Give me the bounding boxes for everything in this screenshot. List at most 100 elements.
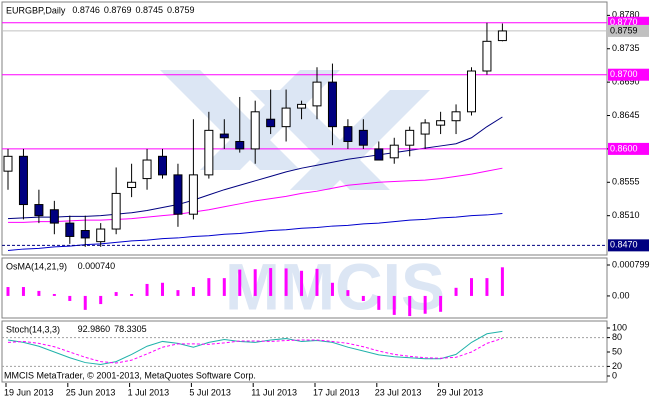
candle-body <box>405 129 415 146</box>
readout-value: 0.000740 <box>78 261 116 271</box>
histogram-bar <box>99 295 103 305</box>
histogram-bar <box>439 295 443 312</box>
level-label: 0.8759 <box>610 25 638 35</box>
candle-body <box>127 181 137 188</box>
level-label: 0.8470 <box>610 240 638 250</box>
histogram-bar <box>145 283 149 296</box>
histogram-bar <box>300 270 304 296</box>
y-tick-label: 100 <box>612 322 627 332</box>
y-tick-label: 50 <box>612 346 622 356</box>
candle-body <box>158 155 167 176</box>
panel-title: Stoch(14,3,3) <box>6 324 60 334</box>
level-label-box <box>608 239 649 252</box>
candle-body <box>3 155 13 172</box>
readout-value: 0.8769 <box>104 5 132 15</box>
x-tick-label: 1 Jul 2013 <box>128 387 170 397</box>
y-tick-label: 0.000799 <box>612 259 650 269</box>
histogram-bar <box>176 290 180 296</box>
y-tick-label: 0.00 <box>612 290 630 300</box>
histogram-bar <box>161 282 164 296</box>
y-tick-label: 80 <box>612 332 622 342</box>
level-label: 0.8700 <box>610 69 638 79</box>
level-label: 0.8770 <box>610 17 638 27</box>
histogram-bar <box>222 278 226 296</box>
candle-body <box>96 228 106 243</box>
level-label-box <box>608 142 649 155</box>
histogram-bar <box>392 295 396 315</box>
x-tick-label: 29 Jul 2013 <box>437 387 484 397</box>
histogram-bar <box>21 287 25 296</box>
x-tick-label: 11 Jul 2013 <box>251 387 297 397</box>
watermark: MMCIS <box>225 249 445 323</box>
level-label-box <box>608 24 649 37</box>
footer: MMCIS MetaTrader, © 2001-2013, MetaQuote… <box>4 370 256 380</box>
histogram-bar <box>454 287 458 296</box>
x-tick-label: 23 Jul 2013 <box>375 387 422 397</box>
moving-average <box>7 212 503 252</box>
candle-body <box>65 222 75 237</box>
histogram-bar <box>361 295 365 301</box>
level-label-box <box>608 68 649 81</box>
panel-frame <box>1 257 608 319</box>
candle-body <box>343 126 353 142</box>
candle-body <box>80 230 90 239</box>
histogram-bar <box>346 290 350 296</box>
candle-body <box>235 140 245 150</box>
candle-body <box>188 174 198 215</box>
candle-body <box>497 30 507 42</box>
y-tick-label: 20 <box>612 361 622 371</box>
histogram-bar <box>253 269 257 296</box>
candle-body <box>420 122 430 135</box>
candle-body <box>173 174 183 215</box>
candle-body <box>266 118 276 128</box>
y-tick-label: 0.8690 <box>612 77 640 87</box>
readout-value: 78.3305 <box>114 324 147 334</box>
histogram-bar <box>377 295 381 310</box>
candle-body <box>34 204 44 217</box>
histogram-bar <box>500 267 504 296</box>
histogram-bar <box>37 290 41 296</box>
histogram-bar <box>315 268 319 296</box>
histogram-bar <box>191 287 195 296</box>
panel-readout: 92.9860 78.3305 <box>78 324 147 334</box>
candle-body <box>358 129 368 146</box>
histogram-bar <box>207 278 211 296</box>
candle-body <box>18 155 28 206</box>
histogram-bar <box>485 278 489 296</box>
candle-body <box>312 81 322 107</box>
panel-frame <box>1 320 608 383</box>
histogram-bar <box>83 295 87 310</box>
panel-title: EURGBP,Daily <box>6 5 66 15</box>
panel-readout: 0.8746 0.8769 0.8745 0.8759 <box>72 5 194 15</box>
readout-value: 0.8759 <box>167 5 195 15</box>
candle-body <box>111 192 121 230</box>
histogram-bar <box>408 295 412 317</box>
histogram-bar <box>269 268 273 296</box>
histogram-bar <box>284 268 288 296</box>
histogram-bar <box>52 294 56 296</box>
candle-body <box>250 111 260 150</box>
candle-body <box>436 120 446 126</box>
histogram-bar <box>238 269 242 296</box>
histogram-bar <box>68 295 72 301</box>
panel-title: OsMA(14,21,9) <box>6 261 67 271</box>
candle-body <box>327 81 337 128</box>
y-tick-label: 0.8645 <box>612 110 640 120</box>
level-label: 0.8600 <box>610 143 638 153</box>
y-tick-label: 0.8510 <box>612 210 640 220</box>
moving-average <box>8 167 503 223</box>
panel-readout: 0.000740 <box>78 261 116 271</box>
candle-body <box>219 133 229 139</box>
candle-body <box>297 103 307 109</box>
histogram-bar <box>470 278 473 296</box>
candle-body <box>49 209 59 224</box>
candle-body <box>482 40 492 72</box>
panel-frame <box>1 1 608 256</box>
x-tick-label: 17 Jul 2013 <box>313 387 360 397</box>
histogram-bar <box>114 292 118 296</box>
candle-body <box>389 144 399 159</box>
candle-body <box>451 111 461 122</box>
